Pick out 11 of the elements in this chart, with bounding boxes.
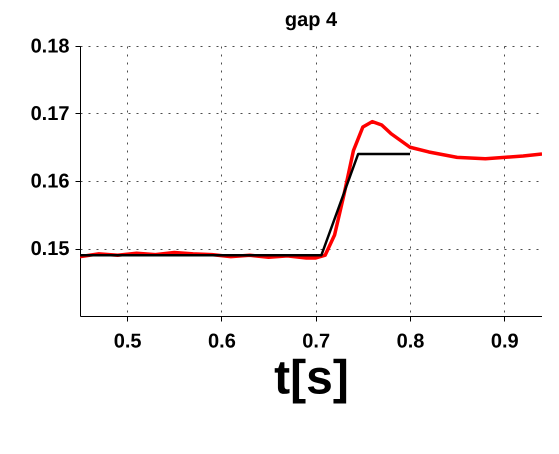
x-tick-label: 0.6 [208, 330, 236, 352]
x-tick-label: 0.9 [490, 330, 519, 352]
chart-title: gap 4 [284, 9, 338, 31]
x-axis-title: t[s] [274, 352, 349, 404]
y-tick-label: 0.18 [30, 36, 70, 58]
y-tick-label: 0.17 [30, 103, 70, 125]
y-tick-label: 0.15 [30, 238, 70, 260]
y-tick-label: 0.16 [30, 170, 70, 192]
x-tick-label: 0.8 [396, 330, 424, 352]
x-tick-label: 0.7 [302, 330, 330, 352]
x-tick-label: 0.5 [114, 330, 142, 352]
